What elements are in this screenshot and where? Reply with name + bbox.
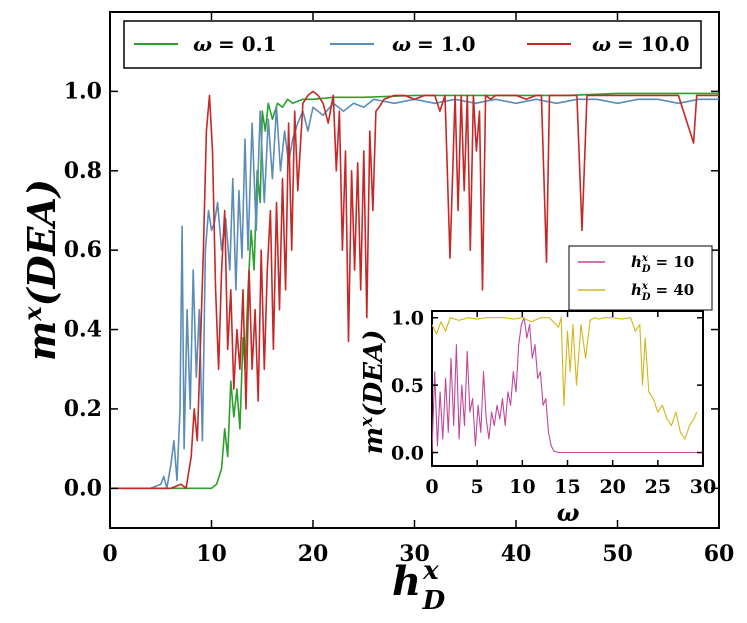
inset-chart: 0 5 10 15 20 25 30 0.0 0.5 1.0 mx(DEA) ω hx D = 10 … <box>357 245 716 527</box>
legend-label-omega-1.0: ω = 1.0 <box>392 32 476 56</box>
inset-y-tick-label: 0.0 <box>391 443 424 465</box>
main-x-tick-label: 20 <box>298 541 329 567</box>
inset-tick-group: 0 5 10 15 20 25 30 0.0 0.5 1.0 <box>391 308 716 498</box>
inset-x-tick-label: 25 <box>645 476 671 498</box>
inset-y-axis-label: mx(DEA) <box>357 330 389 455</box>
inset-x-tick-label: 15 <box>554 476 580 498</box>
main-y-tick-label: 0.2 <box>64 396 102 422</box>
inset-x-tick-label: 20 <box>599 476 625 498</box>
inset-series-line-h-d-x-40 <box>432 317 698 440</box>
legend-label-hd-40: hx D = 40 <box>631 281 694 303</box>
main-x-tick-label: 60 <box>704 541 735 567</box>
main-x-tick-label: 0 <box>102 541 117 567</box>
main-legend-box <box>123 20 702 69</box>
main-y-tick-label: 0.8 <box>64 158 102 184</box>
main-y-axis-label: mx(DEA) <box>18 179 64 361</box>
inset-legend-box <box>568 245 713 311</box>
inset-x-tick-label: 0 <box>425 476 438 498</box>
inset-y-tick-label: 1.0 <box>391 308 424 330</box>
inset-legend: hx D = 10 hx D = 40 <box>568 245 713 311</box>
inset-x-tick-label: 30 <box>690 476 716 498</box>
main-y-tick-label: 0.4 <box>64 317 102 343</box>
main-series-line-0.1 <box>110 92 719 490</box>
main-series-line-10.0 <box>110 90 719 490</box>
inset-x-tick-label: 5 <box>471 476 484 498</box>
main-y-tick-label: 1.0 <box>64 78 102 104</box>
inset-y-tick-label: 0.5 <box>391 375 424 397</box>
main-x-tick-label: 30 <box>399 541 430 567</box>
main-series-group <box>110 90 719 490</box>
main-x-axis-label: hx D <box>392 556 446 616</box>
inset-x-tick-label: 10 <box>509 476 535 498</box>
main-legend: ω = 0.1 ω = 1.0 ω = 10.0 <box>123 20 702 69</box>
main-x-tick-label: 50 <box>602 541 633 567</box>
main-tick-group: 0 10 20 30 40 50 600.00.20.40.60.81.0 <box>64 12 735 567</box>
inset-series-group <box>432 317 703 454</box>
main-y-tick-label: 0.6 <box>64 237 102 263</box>
legend-label-omega-10.0: ω = 10.0 <box>592 32 689 56</box>
main-x-tick-label: 10 <box>196 541 227 567</box>
inset-x-axis-label: ω <box>557 498 580 527</box>
main-y-tick-label: 0.0 <box>64 475 102 501</box>
legend-label-hd-10: hx D = 10 <box>631 253 694 275</box>
legend-label-omega-0.1: ω = 0.1 <box>193 32 277 56</box>
inset-series-line-h-d-x-10 <box>432 317 703 454</box>
main-x-tick-label: 40 <box>501 541 532 567</box>
